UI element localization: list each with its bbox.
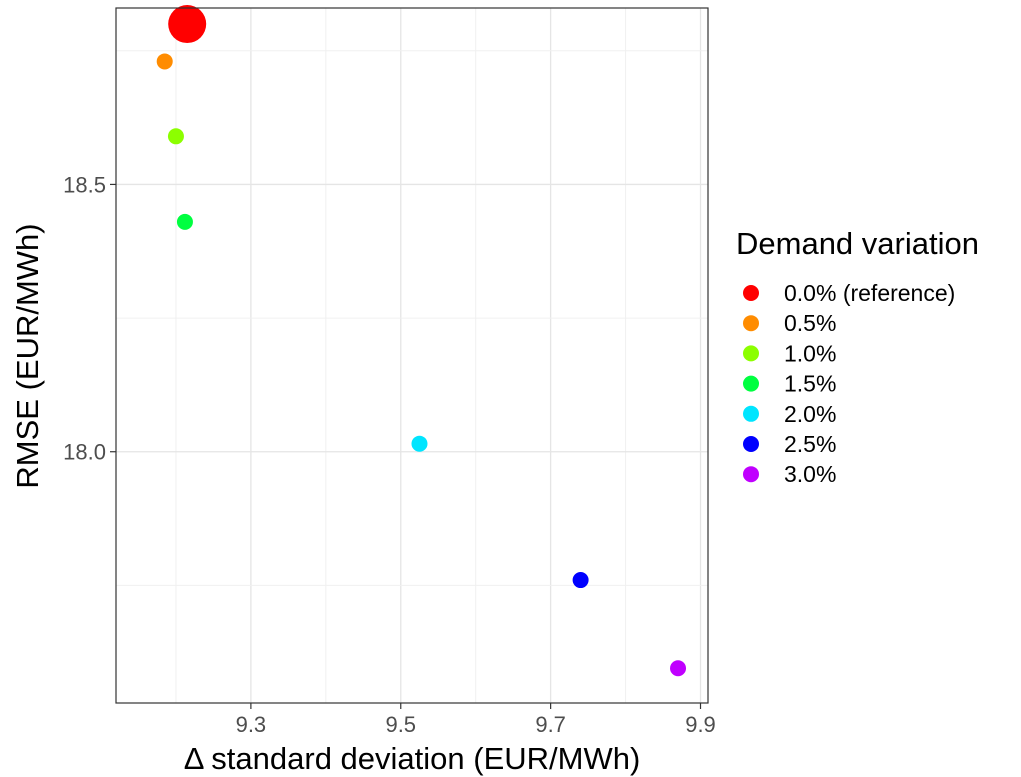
legend-label-2: 1.0% xyxy=(784,340,836,366)
legend-key-0 xyxy=(743,285,759,301)
legend-label-0: 0.0% (reference) xyxy=(784,280,955,306)
axis-ticks: 9.3 9.5 9.7 9.9 18.0 18.5 xyxy=(63,172,716,737)
legend-label-4: 2.0% xyxy=(784,401,836,427)
data-point-0 xyxy=(168,5,207,44)
legend: Demand variation 0.0% (reference) 0.5% 1.0… xyxy=(736,226,979,487)
y-axis-title: RMSE (EUR/MWh) xyxy=(10,223,45,488)
legend-key-1 xyxy=(743,315,759,332)
grid-lines xyxy=(116,8,708,703)
legend-label-5: 2.5% xyxy=(784,431,836,457)
data-point-4 xyxy=(411,435,428,452)
legend-label-3: 1.5% xyxy=(784,371,836,397)
data-point-5 xyxy=(572,572,589,589)
plot-background xyxy=(116,8,708,703)
y-tick-label-0: 18.0 xyxy=(63,440,106,465)
plot-border xyxy=(115,7,709,704)
y-tick-label-1: 18.5 xyxy=(63,172,106,197)
data-point-1 xyxy=(156,53,173,70)
legend-key-3 xyxy=(743,375,759,392)
data-point-2 xyxy=(167,128,184,145)
data-points xyxy=(156,5,687,677)
x-tick-label-0: 9.3 xyxy=(236,712,267,737)
legend-label-1: 0.5% xyxy=(784,310,836,336)
data-point-3 xyxy=(176,213,193,230)
legend-label-6: 3.0% xyxy=(784,461,836,487)
legend-key-2 xyxy=(743,345,759,362)
legend-items: 0.0% (reference) 0.5% 1.0% 1.5% 2.0% 2.5% 3.0% xyxy=(743,280,955,487)
legend-key-4 xyxy=(743,405,759,422)
x-tick-label-3: 9.9 xyxy=(685,712,716,737)
x-tick-label-1: 9.5 xyxy=(385,712,416,737)
legend-key-6 xyxy=(743,466,759,483)
legend-title: Demand variation xyxy=(736,226,979,261)
legend-key-5 xyxy=(743,436,759,452)
x-axis-title: Δ standard deviation (EUR/MWh) xyxy=(184,741,641,776)
data-point-6 xyxy=(670,660,687,677)
x-tick-label-2: 9.7 xyxy=(535,712,566,737)
